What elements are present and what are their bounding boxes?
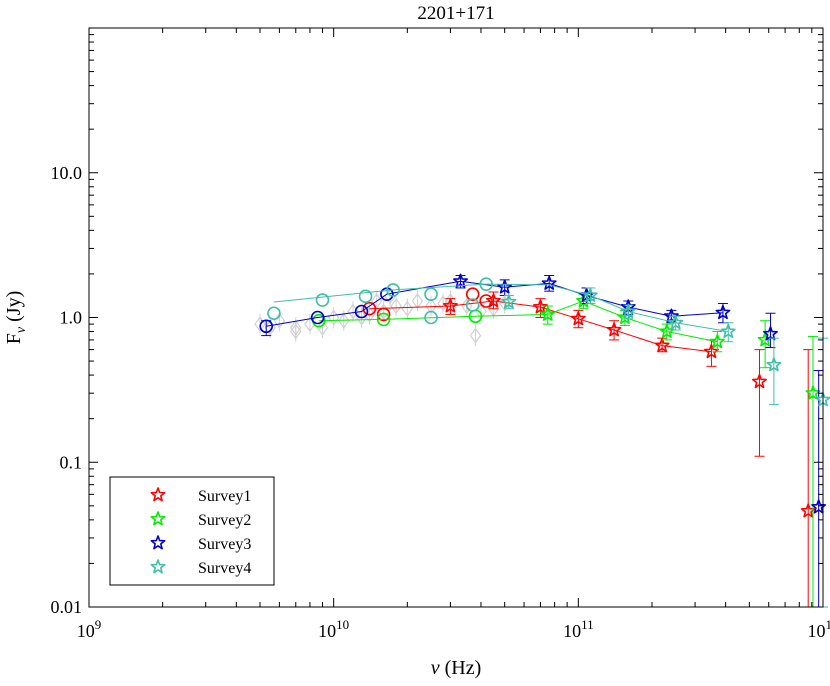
y-tick-label: 0.01 — [51, 597, 83, 617]
x-axis-symbol: ν — [431, 657, 440, 679]
legend-box — [109, 476, 275, 586]
x-tick-label: 1010 — [318, 617, 349, 641]
x-axis-unit: (Hz) — [440, 657, 482, 679]
y-tick-label: 10.0 — [51, 163, 83, 183]
y-axis-unit: (Jy) — [3, 291, 25, 327]
series-survey2 — [312, 293, 821, 608]
star-point — [533, 299, 548, 314]
star-point — [766, 357, 782, 372]
chart-title: 2201+171 — [417, 3, 494, 24]
circle-point — [376, 307, 391, 322]
star-point — [715, 304, 731, 320]
star-point — [720, 323, 736, 338]
background-point — [316, 319, 329, 336]
circle-point — [315, 293, 330, 307]
circle-point — [424, 310, 438, 325]
x-tick-label: 109 — [77, 617, 102, 641]
y-tick-label: 1.0 — [60, 308, 83, 328]
axes: 109 1010 1011 1012 0.01 0.1 1.0 10.0 — [51, 27, 830, 641]
y-axis-main: F — [3, 333, 25, 344]
circle-point — [267, 306, 281, 321]
circle-point — [479, 294, 493, 308]
series-survey1 — [362, 287, 816, 608]
background-point — [425, 298, 437, 315]
legend-label: Survey1 — [198, 488, 251, 505]
legend: Survey1 Survey2 Survey3 Survey4 — [109, 476, 275, 586]
circle-point — [465, 298, 480, 312]
star-point — [541, 275, 557, 290]
series-line — [369, 300, 712, 353]
star-point — [704, 343, 719, 359]
background-point — [401, 300, 414, 317]
circle-point — [376, 312, 391, 327]
star-point — [654, 337, 670, 352]
star-point — [497, 279, 513, 294]
background-point — [390, 298, 402, 315]
star-point — [805, 385, 821, 400]
circle-point — [465, 287, 480, 301]
legend-marker — [150, 487, 166, 502]
star-point — [752, 373, 767, 389]
star-point — [663, 308, 679, 323]
background-point — [363, 306, 376, 323]
circle-point — [354, 304, 369, 319]
star-point — [540, 306, 556, 321]
background-point — [290, 319, 302, 336]
background-point — [437, 295, 449, 312]
legend-label: Survey4 — [198, 560, 251, 577]
star-point — [811, 499, 827, 514]
background-points — [254, 285, 511, 346]
y-axis-label: Fν (Jy) — [3, 291, 29, 344]
circle-point — [362, 301, 377, 316]
legend-marker — [150, 535, 166, 550]
star-point — [442, 298, 458, 313]
circle-point — [479, 277, 493, 291]
circle-point — [358, 289, 373, 304]
star-point — [668, 314, 684, 330]
x-tick-label: 1012 — [808, 617, 830, 641]
legend-label: Survey2 — [198, 512, 251, 529]
series-line — [273, 283, 729, 332]
circle-point — [310, 310, 325, 325]
circle-point — [386, 283, 400, 297]
legend-label: Survey3 — [198, 536, 251, 553]
background-point — [469, 327, 482, 344]
legend-marker — [150, 511, 166, 526]
star-point — [659, 323, 675, 338]
series-survey3 — [259, 273, 827, 608]
x-axis-label: ν (Hz) — [431, 657, 482, 679]
background-point — [498, 295, 511, 312]
series-survey4 — [267, 277, 830, 608]
star-point — [453, 273, 468, 288]
circle-point — [259, 319, 274, 334]
star-point — [570, 311, 586, 326]
star-point — [486, 293, 501, 308]
y-tick-label: 0.1 — [60, 452, 83, 472]
star-point — [606, 322, 622, 337]
background-point — [338, 312, 350, 329]
y-axis-subscript: ν — [14, 326, 29, 333]
background-point — [411, 292, 424, 310]
star-point — [501, 294, 517, 309]
x-tick-label: 1011 — [563, 617, 594, 641]
legend-marker — [150, 559, 166, 574]
star-point — [620, 303, 636, 318]
circle-point — [424, 287, 438, 301]
series-layer — [259, 273, 830, 608]
star-point — [582, 287, 598, 302]
star-point — [763, 326, 778, 341]
star-point — [709, 333, 725, 349]
